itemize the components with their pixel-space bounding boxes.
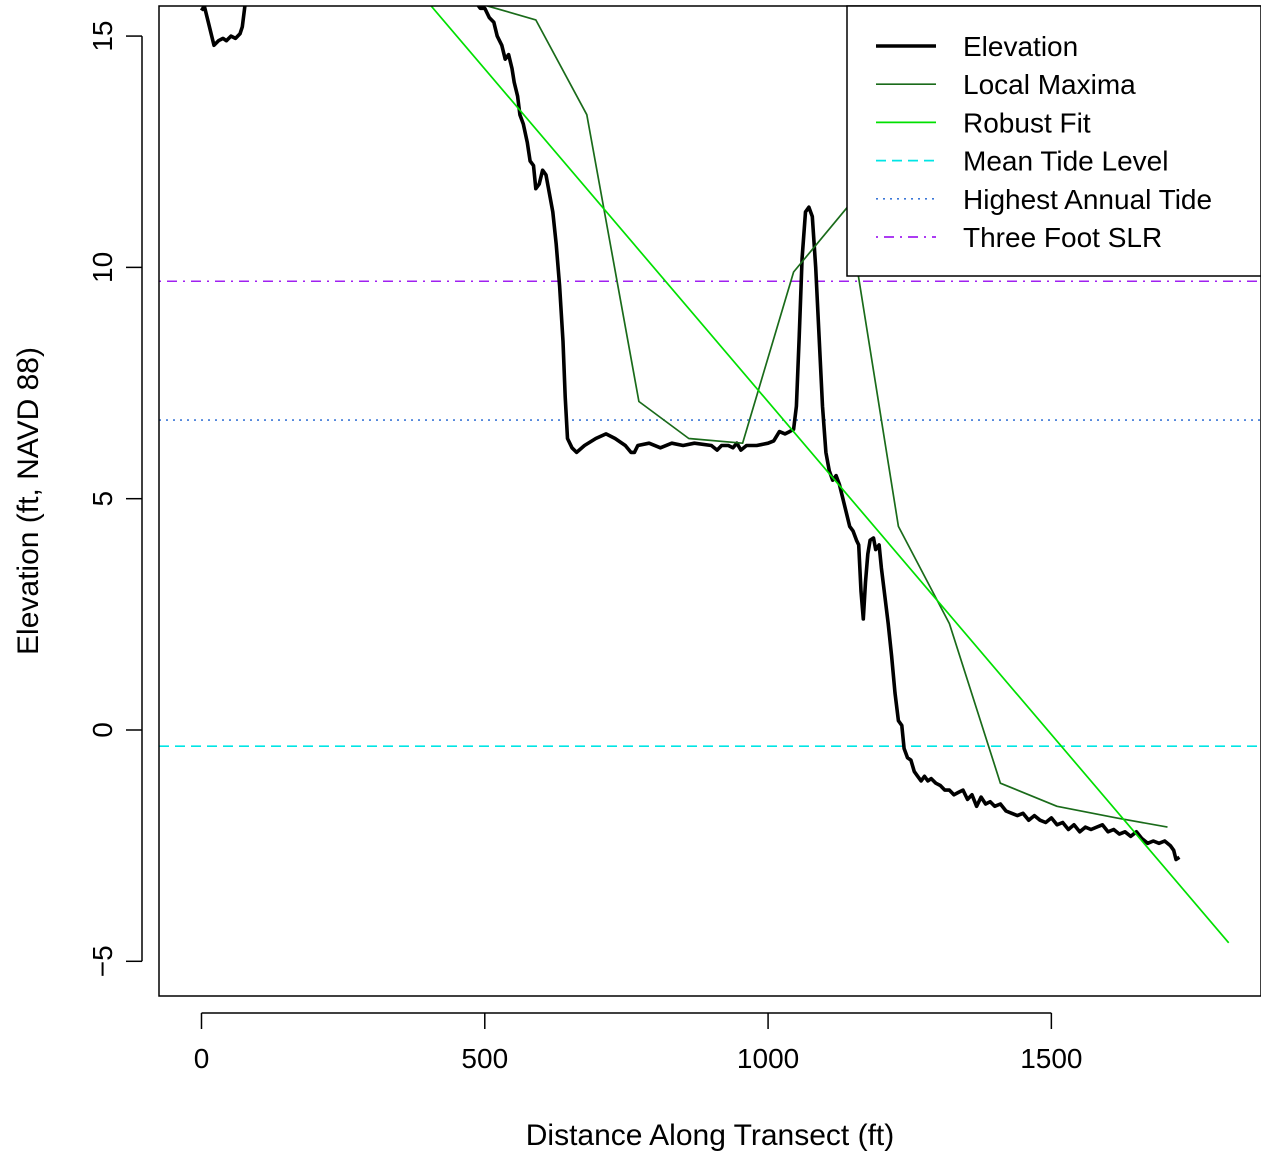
legend-box bbox=[846, 5, 1261, 277]
y-tick-label: −5 bbox=[87, 945, 118, 977]
legend-label-three-foot-slr: Three Foot SLR bbox=[963, 222, 1162, 253]
plot-frame bbox=[158, 5, 1261, 997]
y-axis: −5 0 5 10 15 bbox=[87, 20, 143, 977]
x-tick-label: 1500 bbox=[1020, 1043, 1082, 1074]
legend-label-highest-annual-tide: Highest Annual Tide bbox=[963, 184, 1212, 215]
series-line-robust-fit bbox=[430, 6, 1230, 944]
reference-lines bbox=[159, 280, 1261, 747]
y-tick-label: 0 bbox=[87, 722, 118, 738]
series-line-elevation bbox=[199, 6, 1181, 862]
legend-label-local-maxima: Local Maxima bbox=[963, 69, 1136, 100]
x-tick-label: 1000 bbox=[737, 1043, 799, 1074]
legend-label-mean-tide-level: Mean Tide Level bbox=[963, 146, 1168, 177]
x-axis-title: Distance Along Transect (ft) bbox=[526, 1119, 895, 1152]
legend: Elevation Local Maxima Robust Fit Mean Tide… bbox=[846, 5, 1261, 277]
y-tick-label: 5 bbox=[87, 491, 118, 507]
legend-label-robust-fit: Robust Fit bbox=[963, 107, 1091, 138]
x-tick-label: 500 bbox=[461, 1043, 508, 1074]
x-axis: 0 500 1000 1500 bbox=[194, 1012, 1083, 1074]
data-series bbox=[199, 6, 1230, 944]
legend-label-elevation: Elevation bbox=[963, 31, 1078, 62]
y-tick-label: 10 bbox=[87, 252, 118, 283]
x-tick-label: 0 bbox=[194, 1043, 210, 1074]
y-tick-label: 15 bbox=[87, 20, 118, 51]
series-line-local-maxima bbox=[486, 6, 1168, 828]
y-axis-title: Elevation (ft, NAVD 88) bbox=[12, 347, 45, 655]
